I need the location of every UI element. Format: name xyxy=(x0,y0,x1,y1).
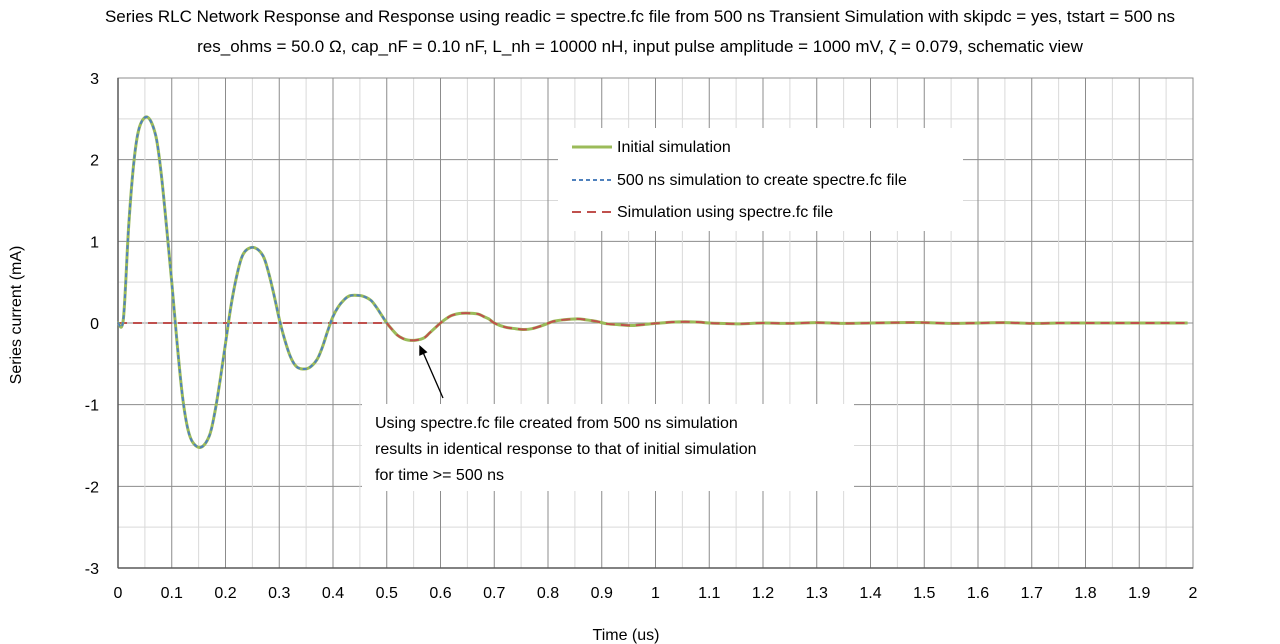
x-tick-label: 2 xyxy=(1189,585,1198,602)
x-tick-label: 0.4 xyxy=(322,585,344,602)
tick-labels: 0 0.1 0.2 0.3 0.4 0.5 0.6 0.7 0.8 0.9 1 1.1 1.2 1.3 1.… xyxy=(85,71,1198,602)
annotation-line: results in identical response to that of… xyxy=(375,441,757,458)
x-tick-label: 1.1 xyxy=(698,585,720,602)
x-tick-label: 0.1 xyxy=(161,585,183,602)
annotation-arrowhead xyxy=(419,344,428,356)
annotation-arrow xyxy=(422,352,444,399)
x-tick-label: 1.2 xyxy=(752,585,774,602)
y-tick-label: 0 xyxy=(90,316,99,333)
series-spectre-fc-line xyxy=(385,312,1188,342)
x-tick-label: 1.5 xyxy=(913,585,935,602)
legend-label: Initial simulation xyxy=(617,139,731,156)
chart-title-line-1: Series RLC Network Response and Response… xyxy=(104,7,1176,26)
y-tick-label: 3 xyxy=(90,71,99,88)
x-tick-label: 0.9 xyxy=(591,585,613,602)
x-tick-label: 0.2 xyxy=(214,585,236,602)
y-tick-label: -1 xyxy=(85,398,99,415)
y-tick-label: -3 xyxy=(85,561,99,578)
chart-title-line-2: res_ohms = 50.0 Ω, cap_nF = 0.10 nF, L_n… xyxy=(197,37,1083,56)
x-tick-label: 0 xyxy=(114,585,123,602)
x-tick-label: 1.3 xyxy=(806,585,828,602)
x-tick-label: 1.4 xyxy=(859,585,881,602)
y-tick-label: 2 xyxy=(90,153,99,170)
x-tick-label: 0.3 xyxy=(268,585,290,602)
annotation: Using spectre.fc file created from 500 n… xyxy=(362,344,854,491)
legend-box xyxy=(558,128,963,231)
x-tick-label: 1.7 xyxy=(1021,585,1043,602)
legend-label: Simulation using spectre.fc file xyxy=(617,204,833,221)
annotation-box xyxy=(362,404,854,491)
annotation-line: Using spectre.fc file created from 500 n… xyxy=(375,415,738,432)
x-tick-label: 0.6 xyxy=(429,585,451,602)
y-tick-label: -2 xyxy=(85,479,99,496)
series-500ns-simulation-line xyxy=(117,115,388,449)
annotation-line: for time >= 500 ns xyxy=(375,467,504,484)
x-tick-label: 1 xyxy=(651,585,660,602)
y-tick-label: 1 xyxy=(90,234,99,251)
x-tick-label: 0.5 xyxy=(376,585,398,602)
series-layer xyxy=(116,115,1188,449)
x-tick-label: 0.8 xyxy=(537,585,559,602)
x-axis-label: Time (us) xyxy=(593,627,660,644)
x-tick-label: 1.9 xyxy=(1128,585,1150,602)
y-axis-label: Series current (mA) xyxy=(8,246,25,385)
legend: Initial simulation 500 ns simulation to c… xyxy=(558,128,963,231)
x-tick-label: 1.6 xyxy=(967,585,989,602)
x-tick-label: 1.8 xyxy=(1074,585,1096,602)
x-tick-label: 0.7 xyxy=(483,585,505,602)
legend-label: 500 ns simulation to create spectre.fc f… xyxy=(617,172,907,189)
